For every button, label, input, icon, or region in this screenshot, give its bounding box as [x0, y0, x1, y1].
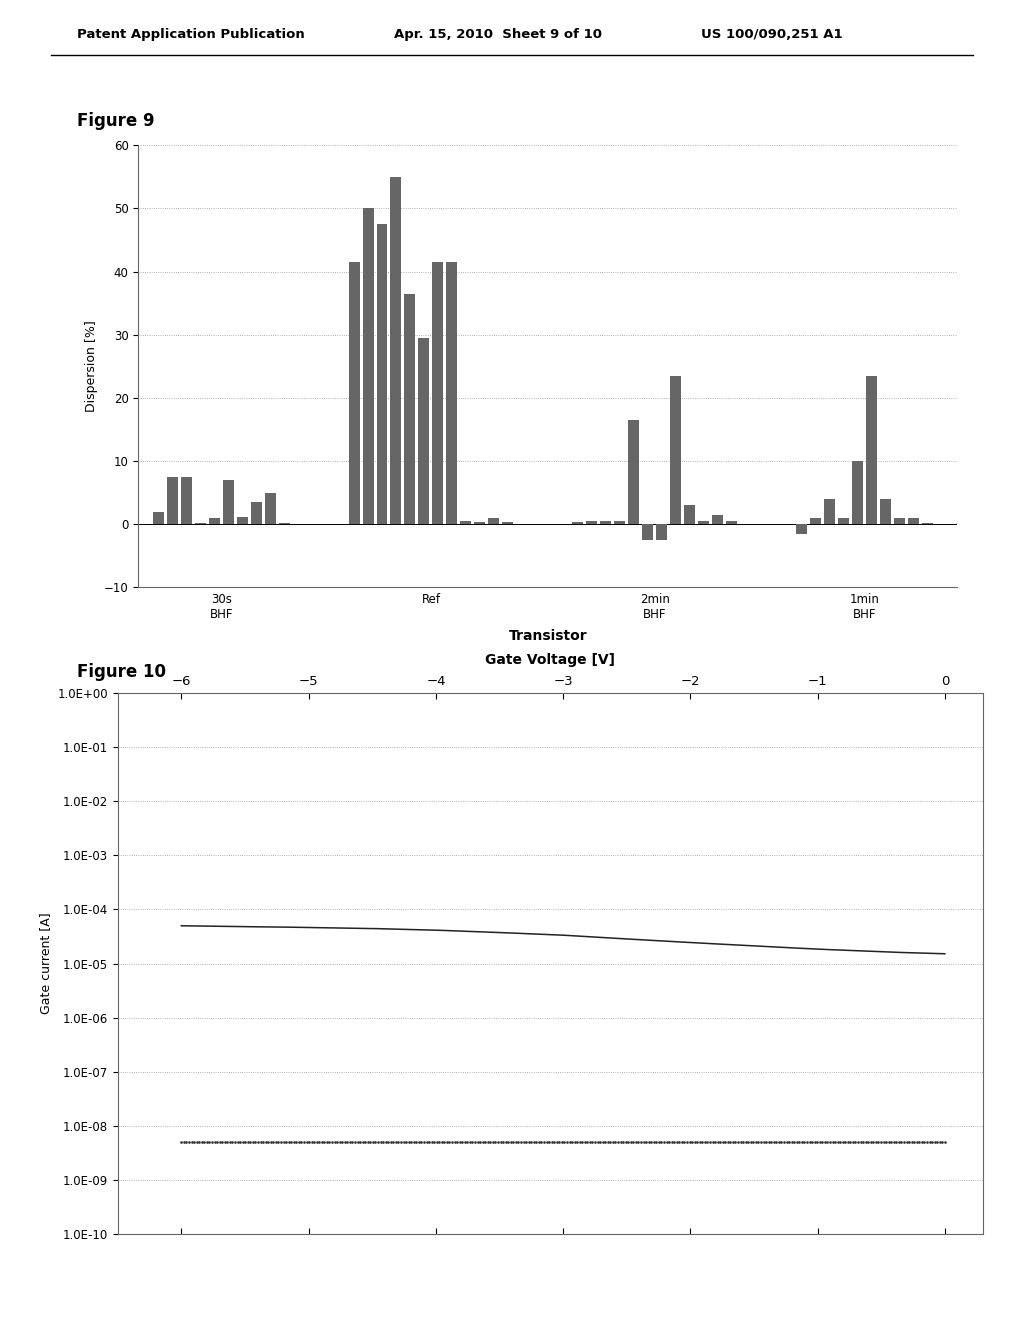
- Bar: [908, 517, 919, 524]
- Text: Apr. 15, 2010  Sheet 9 of 10: Apr. 15, 2010 Sheet 9 of 10: [394, 28, 602, 41]
- Bar: [209, 517, 220, 524]
- Bar: [264, 492, 275, 524]
- X-axis label: Transistor: Transistor: [509, 630, 587, 643]
- Bar: [222, 480, 233, 524]
- Bar: [614, 521, 626, 524]
- Text: Figure 9: Figure 9: [77, 112, 155, 131]
- Bar: [880, 499, 891, 524]
- Bar: [419, 338, 429, 524]
- Bar: [167, 477, 178, 524]
- Bar: [432, 263, 443, 524]
- Bar: [712, 515, 723, 524]
- Bar: [629, 420, 639, 524]
- Bar: [796, 524, 807, 533]
- Text: Patent Application Publication: Patent Application Publication: [77, 28, 304, 41]
- Y-axis label: Gate current [A]: Gate current [A]: [39, 913, 52, 1014]
- Bar: [656, 524, 668, 540]
- Bar: [503, 523, 513, 524]
- Bar: [180, 477, 191, 524]
- Bar: [684, 506, 695, 524]
- Bar: [390, 177, 401, 524]
- Bar: [404, 293, 416, 524]
- Bar: [153, 512, 164, 524]
- Bar: [810, 517, 821, 524]
- Y-axis label: Dispersion [%]: Dispersion [%]: [85, 321, 98, 412]
- Bar: [587, 521, 597, 524]
- Bar: [362, 209, 374, 524]
- Bar: [838, 517, 849, 524]
- Bar: [824, 499, 835, 524]
- Bar: [600, 521, 611, 524]
- Bar: [237, 516, 248, 524]
- Text: US 100/090,251 A1: US 100/090,251 A1: [701, 28, 843, 41]
- Bar: [894, 517, 905, 524]
- X-axis label: Gate Voltage [V]: Gate Voltage [V]: [485, 653, 615, 667]
- Bar: [671, 376, 681, 524]
- Bar: [572, 523, 584, 524]
- Bar: [348, 263, 359, 524]
- Text: Figure 10: Figure 10: [77, 663, 166, 681]
- Bar: [866, 376, 877, 524]
- Bar: [726, 521, 737, 524]
- Bar: [251, 502, 261, 524]
- Bar: [461, 521, 471, 524]
- Bar: [446, 263, 458, 524]
- Bar: [488, 517, 500, 524]
- Bar: [642, 524, 653, 540]
- Bar: [474, 523, 485, 524]
- Bar: [377, 224, 387, 524]
- Bar: [698, 521, 710, 524]
- Bar: [852, 461, 863, 524]
